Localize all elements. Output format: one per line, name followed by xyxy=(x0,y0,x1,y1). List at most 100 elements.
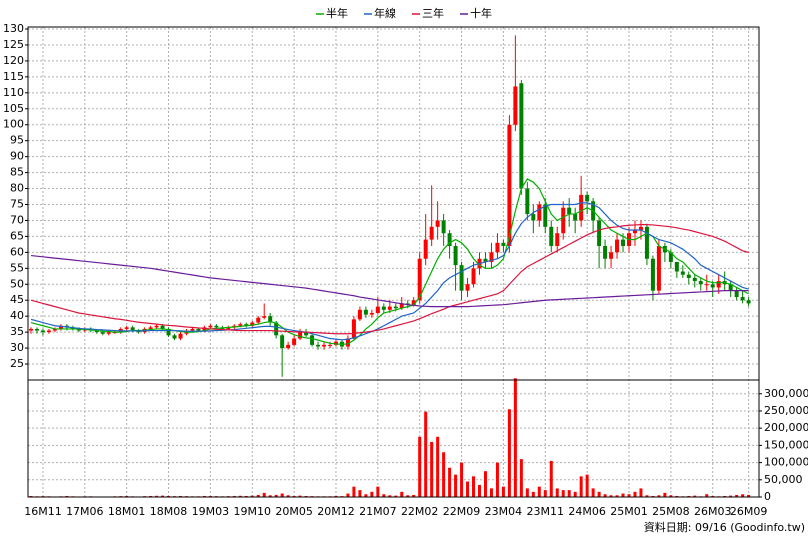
candle-body xyxy=(489,252,494,262)
candle-body xyxy=(567,207,572,215)
candle-body xyxy=(100,332,105,334)
volume-bar xyxy=(483,471,487,497)
candle-body xyxy=(686,274,691,278)
legend-label: 三年 xyxy=(422,6,444,20)
y-tick-label: 105 xyxy=(3,102,24,115)
y-tick-label: 65 xyxy=(10,229,24,242)
volume-bar xyxy=(633,491,637,497)
x-tick-label: 17M06 xyxy=(66,505,104,518)
volume-bar xyxy=(549,460,553,497)
candle-body xyxy=(417,258,422,301)
volume-bar xyxy=(298,495,302,497)
candle-body xyxy=(411,300,416,306)
candle-body xyxy=(644,226,649,259)
candle-body xyxy=(387,306,392,310)
ma-line xyxy=(30,178,749,345)
y2-tick-label: 300,000 xyxy=(764,387,808,400)
candle-body xyxy=(609,252,614,259)
y-tick-label: 110 xyxy=(3,86,24,99)
volume-bar xyxy=(202,495,206,497)
volume-frame xyxy=(27,379,760,498)
y-tick-label: 85 xyxy=(10,166,24,179)
volume-bar xyxy=(274,494,278,497)
volume-bar xyxy=(573,491,577,497)
x-tick-label: 22M02 xyxy=(401,505,439,518)
candle-body xyxy=(597,220,602,246)
candle-body xyxy=(710,284,715,288)
volume-bar xyxy=(125,495,129,497)
candle-body xyxy=(519,83,524,189)
candle-body xyxy=(501,242,506,246)
volume-bar xyxy=(155,495,159,497)
candle-body xyxy=(148,327,153,329)
candle-body xyxy=(459,265,464,291)
candle-body xyxy=(740,297,745,301)
volume-bar xyxy=(460,462,464,497)
volume-bar xyxy=(250,495,254,497)
candle-body xyxy=(304,332,309,336)
candle-body xyxy=(58,325,63,329)
volume-bar xyxy=(513,378,517,497)
volume-bar xyxy=(400,491,404,497)
candle-body xyxy=(333,341,338,345)
candle-body xyxy=(357,309,362,320)
volume-bar xyxy=(615,495,619,497)
y-tick-label: 75 xyxy=(10,198,24,211)
candle-body xyxy=(513,86,518,125)
volume-bar xyxy=(29,495,33,497)
y2-tick-label: 0 xyxy=(764,490,771,503)
volume-bar xyxy=(412,494,416,497)
candle-body xyxy=(429,226,434,240)
candle-body xyxy=(52,328,57,331)
x-tick-label: 26M09 xyxy=(730,505,768,518)
volume-bar xyxy=(376,486,380,497)
volume-bar xyxy=(711,495,715,497)
legend-label: 十年 xyxy=(470,6,492,20)
volume-bar xyxy=(663,492,667,497)
x-tick-label: 19M10 xyxy=(234,505,272,518)
y-tick-label: 130 xyxy=(3,22,24,35)
candle-body xyxy=(507,124,512,246)
candle-body xyxy=(393,306,398,309)
x-tick-label: 26M03 xyxy=(694,505,732,518)
x-tick-label: 20M05 xyxy=(275,505,313,518)
candle-body xyxy=(274,322,279,336)
y-tick-label: 30 xyxy=(10,341,24,354)
volume-bar xyxy=(388,495,392,497)
candle-body xyxy=(638,226,643,231)
x-tick-label: 25M08 xyxy=(652,505,690,518)
volume-bar xyxy=(729,495,733,497)
candle-body xyxy=(262,316,267,318)
volume-bar xyxy=(531,491,535,497)
x-tick-label: 18M01 xyxy=(108,505,146,518)
candle-body xyxy=(579,194,584,221)
candle-body xyxy=(698,281,703,285)
y-tick-label: 100 xyxy=(3,118,24,131)
candle-body xyxy=(441,220,446,234)
volume-bar xyxy=(418,436,422,497)
volume-bar xyxy=(585,474,589,497)
x-tick-label: 21M07 xyxy=(359,505,397,518)
y-tick-label: 70 xyxy=(10,213,24,226)
legend-label: 年線 xyxy=(374,6,396,20)
volume-bar xyxy=(621,493,625,497)
candle-body xyxy=(369,312,374,315)
x-tick-label: 25M01 xyxy=(610,505,648,518)
volume-bar xyxy=(501,486,505,497)
volume-bar xyxy=(430,441,434,497)
y-tick-label: 55 xyxy=(10,261,24,274)
candle-body xyxy=(226,327,231,329)
x-tick-label: 16M11 xyxy=(24,505,62,518)
candle-body xyxy=(375,306,380,313)
y2-tick-label: 200,000 xyxy=(764,421,808,434)
volume-bar xyxy=(537,486,541,497)
volume-bar xyxy=(466,481,470,497)
candle-body xyxy=(292,338,297,345)
volume-bar xyxy=(735,494,739,497)
candle-body xyxy=(166,328,171,336)
candle-body xyxy=(268,316,273,323)
candle-body xyxy=(244,324,249,326)
volume-bar xyxy=(741,494,745,497)
y2-tick-label: 250,000 xyxy=(764,404,808,417)
volume-bar xyxy=(406,495,410,497)
